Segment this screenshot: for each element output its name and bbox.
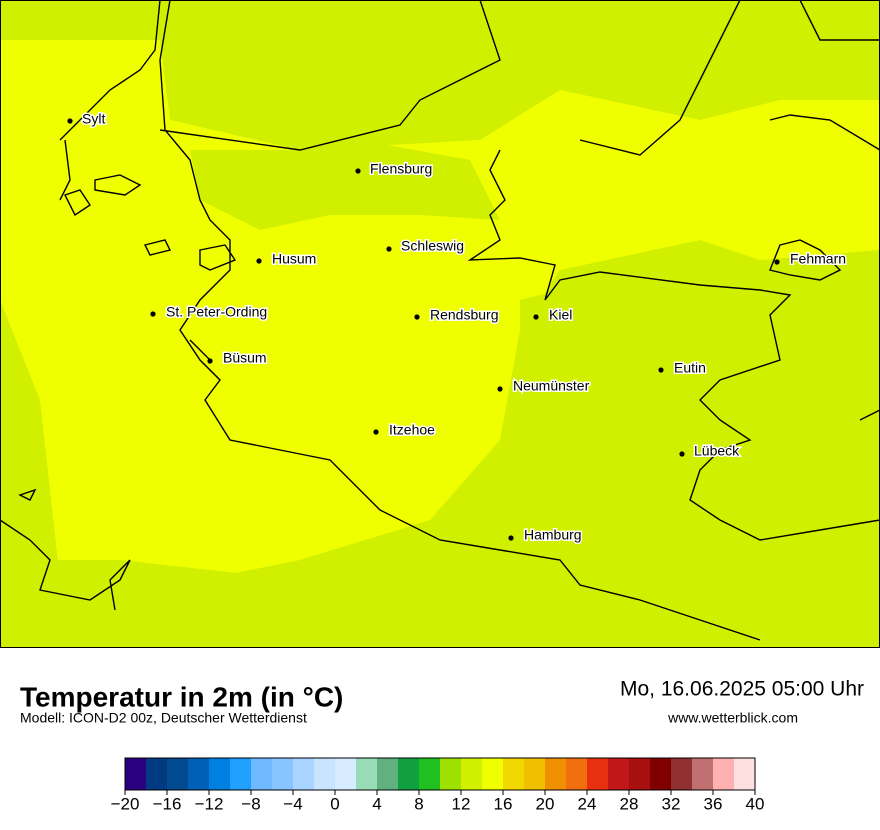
colorbar-tick-label: 28 bbox=[620, 794, 639, 813]
city-label: Sylt bbox=[82, 111, 105, 127]
city-label: Schleswig bbox=[401, 238, 464, 254]
colorbar: −20 −16 −12 −8 −4 0 4 8 12 16 20 24 28 32 36 40 bbox=[111, 757, 765, 813]
city-dot bbox=[373, 429, 379, 435]
colorbar-bin bbox=[293, 758, 315, 790]
colorbar-bin bbox=[608, 758, 630, 790]
colorbar-bin bbox=[251, 758, 273, 790]
city-dot bbox=[497, 386, 503, 392]
cool-region bbox=[520, 280, 780, 520]
colorbar-tick-label: 4 bbox=[372, 794, 381, 813]
city-label: Husum bbox=[272, 251, 316, 267]
model-info: Modell: ICON-D2 00z, Deutscher Wetterdie… bbox=[20, 710, 307, 726]
title: Temperatur in 2m (in °C) bbox=[20, 681, 343, 712]
colorbar-bin bbox=[629, 758, 651, 790]
map: Sylt Flensburg Schleswig Husum St. Peter… bbox=[0, 0, 880, 648]
colorbar-bin bbox=[587, 758, 609, 790]
colorbar-tick-label: 24 bbox=[578, 794, 597, 813]
colorbar-bin bbox=[230, 758, 252, 790]
colorbar-bin bbox=[188, 758, 210, 790]
cool-region bbox=[190, 140, 500, 230]
colorbar-bin bbox=[545, 758, 567, 790]
city-dot bbox=[533, 314, 539, 320]
city-dot bbox=[256, 258, 262, 264]
city-label: Kiel bbox=[549, 307, 572, 323]
city-dot bbox=[414, 314, 420, 320]
colorbar-bin bbox=[566, 758, 588, 790]
colorbar-bin bbox=[146, 758, 168, 790]
colorbar-bin bbox=[734, 758, 756, 790]
colorbar-tick-label: 36 bbox=[704, 794, 723, 813]
city-dot bbox=[67, 118, 73, 124]
colorbar-tick-label: −20 bbox=[111, 794, 140, 813]
city-label: Eutin bbox=[674, 360, 706, 376]
colorbar-tick-label: 12 bbox=[452, 794, 471, 813]
city-dot bbox=[386, 246, 392, 252]
colorbar-bin bbox=[671, 758, 693, 790]
city-label: Itzehoe bbox=[389, 422, 435, 438]
city-dot bbox=[658, 367, 664, 373]
city-label: Hamburg bbox=[524, 527, 582, 543]
date: Mo, 16.06.2025 05:00 Uhr bbox=[620, 678, 864, 701]
colorbar-border bbox=[124, 757, 756, 791]
colorbar-tick-label: 16 bbox=[494, 794, 513, 813]
colorbar-tick-label: 32 bbox=[662, 794, 681, 813]
colorbar-bin bbox=[440, 758, 462, 790]
city-label: Lübeck bbox=[694, 443, 740, 459]
city-label: Fehmarn bbox=[790, 251, 846, 267]
colorbar-bin bbox=[167, 758, 189, 790]
colorbar-bin bbox=[314, 758, 336, 790]
city-label: Rendsburg bbox=[430, 307, 499, 323]
colorbar-tick-label: 8 bbox=[414, 794, 423, 813]
colorbar-bin bbox=[503, 758, 525, 790]
colorbar-bin bbox=[692, 758, 714, 790]
city-dot bbox=[150, 311, 156, 317]
city-dot bbox=[774, 259, 780, 265]
colorbar-bin bbox=[482, 758, 504, 790]
colorbar-bin bbox=[398, 758, 420, 790]
city-dot bbox=[508, 535, 514, 541]
city-dot bbox=[355, 168, 361, 174]
colorbar-bin bbox=[650, 758, 672, 790]
city-label: St. Peter-Ording bbox=[166, 304, 267, 320]
city-label: Neumünster bbox=[513, 378, 590, 394]
colorbar-bin bbox=[419, 758, 441, 790]
cool-region bbox=[0, 520, 880, 648]
website: www.wetterblick.com bbox=[667, 710, 798, 726]
colorbar-tick-label: −12 bbox=[195, 794, 224, 813]
cities: Sylt Flensburg Schleswig Husum St. Peter… bbox=[67, 109, 848, 544]
colorbar-bin bbox=[377, 758, 399, 790]
city-label: Büsum bbox=[223, 350, 267, 366]
colorbar-bin bbox=[209, 758, 231, 790]
colorbar-bin bbox=[125, 758, 147, 790]
city-dot bbox=[679, 451, 685, 457]
colorbar-bin bbox=[356, 758, 378, 790]
colorbar-bin bbox=[272, 758, 294, 790]
colorbar-bin bbox=[335, 758, 357, 790]
colorbar-bin bbox=[713, 758, 735, 790]
colorbar-tick-label: −4 bbox=[283, 794, 302, 813]
city-dot bbox=[207, 358, 213, 364]
colorbar-tick-label: −16 bbox=[153, 794, 182, 813]
colorbar-tick-label: 0 bbox=[330, 794, 339, 813]
colorbar-tick-label: −8 bbox=[241, 794, 260, 813]
colorbar-tick-label: 40 bbox=[746, 794, 765, 813]
colorbar-bin bbox=[461, 758, 483, 790]
colorbar-bin bbox=[524, 758, 546, 790]
colorbar-tick-label: 20 bbox=[536, 794, 555, 813]
city-label: Flensburg bbox=[370, 161, 432, 177]
